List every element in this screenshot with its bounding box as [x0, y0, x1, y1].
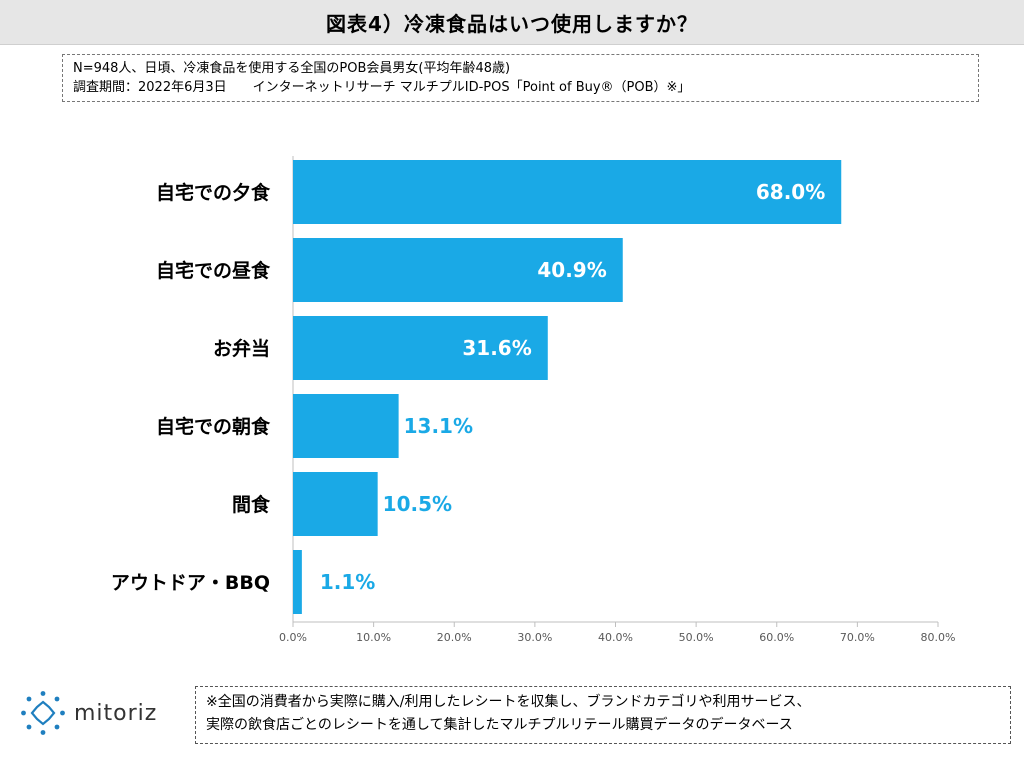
survey-info-box: N=948人、日頃、冷凍食品を使用する全国のPOB会員男女(平均年齢48歳) 調… [62, 54, 979, 102]
category-label: 自宅での朝食 [156, 415, 271, 438]
title-bar: 図表4）冷凍食品はいつ使用しますか？ [0, 0, 1024, 45]
data-label: 31.6% [462, 336, 531, 360]
data-label: 1.1% [320, 570, 375, 594]
bar [293, 238, 623, 302]
page-title: 図表4）冷凍食品はいつ使用しますか？ [326, 11, 698, 36]
category-label: 自宅での夕食 [156, 181, 271, 204]
survey-info-line-2: 調査期間：2022年6月3日 インターネットリサーチ マルチプルID-POS「P… [73, 80, 691, 95]
x-tick-label: 10.0% [356, 631, 391, 644]
x-tick-label: 70.0% [840, 631, 875, 644]
footer-note: ※全国の消費者から実際に購入/利用したレシートを収集し、ブランドカテゴリや利用サ… [195, 686, 1011, 744]
data-label: 40.9% [537, 258, 606, 282]
bar [293, 394, 399, 458]
data-label: 10.5% [383, 492, 452, 516]
x-tick-label: 50.0% [679, 631, 714, 644]
brand-logo: mitoriz [20, 690, 157, 736]
survey-info-line-1: N=948人、日頃、冷凍食品を使用する全国のPOB会員男女(平均年齢48歳) [73, 61, 511, 76]
footer-note-line-2: 実際の飲食店ごとのレシートを通して集計したマルチプルリテール購買データのデータベ… [206, 717, 793, 733]
x-tick-label: 40.0% [598, 631, 633, 644]
data-label: 13.1% [404, 414, 473, 438]
sun-burst-icon [21, 691, 65, 735]
x-tick-label: 80.0% [921, 631, 956, 644]
footer-note-line-1: ※全国の消費者から実際に購入/利用したレシートを収集し、ブランドカテゴリや利用サ… [206, 694, 811, 710]
x-tick-label: 20.0% [437, 631, 472, 644]
data-label: 68.0% [756, 180, 825, 204]
category-label: 自宅での昼食 [156, 259, 271, 282]
bar [293, 316, 548, 380]
x-tick-label: 60.0% [759, 631, 794, 644]
category-label: お弁当 [213, 337, 270, 360]
bar [293, 160, 842, 224]
x-tick-label: 30.0% [517, 631, 552, 644]
category-label: 間食 [232, 493, 271, 516]
bar [293, 472, 378, 536]
logo-text: mitoriz [74, 700, 158, 726]
x-tick-label: 0.0% [279, 631, 307, 644]
category-label: アウトドア・BBQ [111, 572, 270, 594]
bar [293, 550, 302, 614]
